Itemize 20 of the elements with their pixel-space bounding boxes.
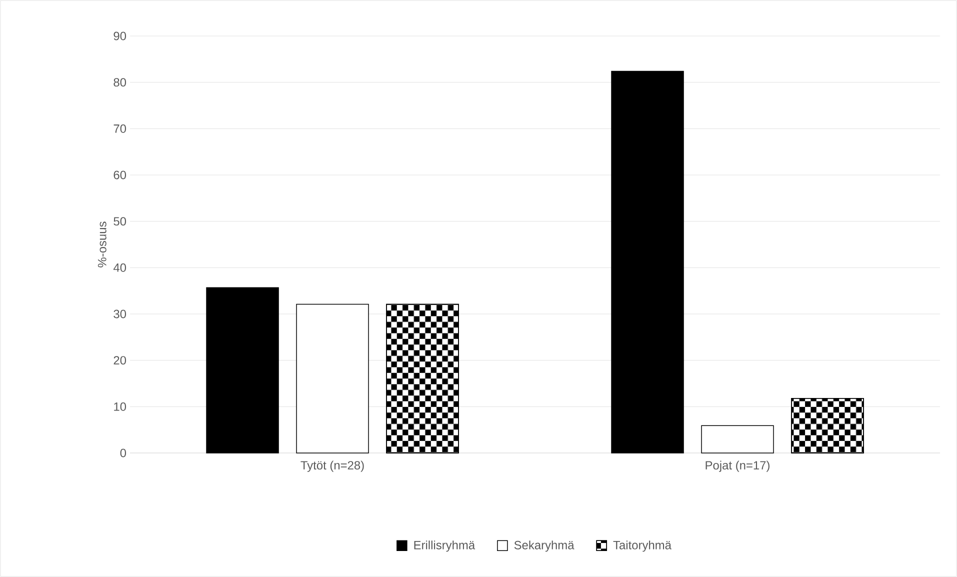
y-tick-label: 20 <box>114 356 126 365</box>
y-axis-title: %-osuus <box>98 222 106 268</box>
y-tick-label: 40 <box>113 263 126 272</box>
y-tick-label: 30 <box>114 310 126 318</box>
bar <box>611 70 684 454</box>
legend-label: Taitoryhmä <box>613 540 672 552</box>
x-tick-label: Pojat (n=17) <box>706 460 770 472</box>
bar <box>296 304 369 454</box>
legend-label: Erillisryhmä <box>414 540 476 552</box>
y-tick-label: 70 <box>114 124 126 133</box>
y-tick-label: 0 <box>120 448 126 458</box>
bar <box>701 425 774 454</box>
x-tick-label: Tytöt (n=28) <box>300 460 364 472</box>
legend-label: Sekaryhmä <box>514 540 574 552</box>
y-tick-label: 90 <box>114 32 126 40</box>
bar <box>206 287 279 454</box>
y-tick-label: 10 <box>114 402 126 411</box>
y-tick-label: 80 <box>114 78 126 87</box>
y-tick-label: 60 <box>114 170 126 180</box>
y-tick-label: 50 <box>114 217 126 226</box>
